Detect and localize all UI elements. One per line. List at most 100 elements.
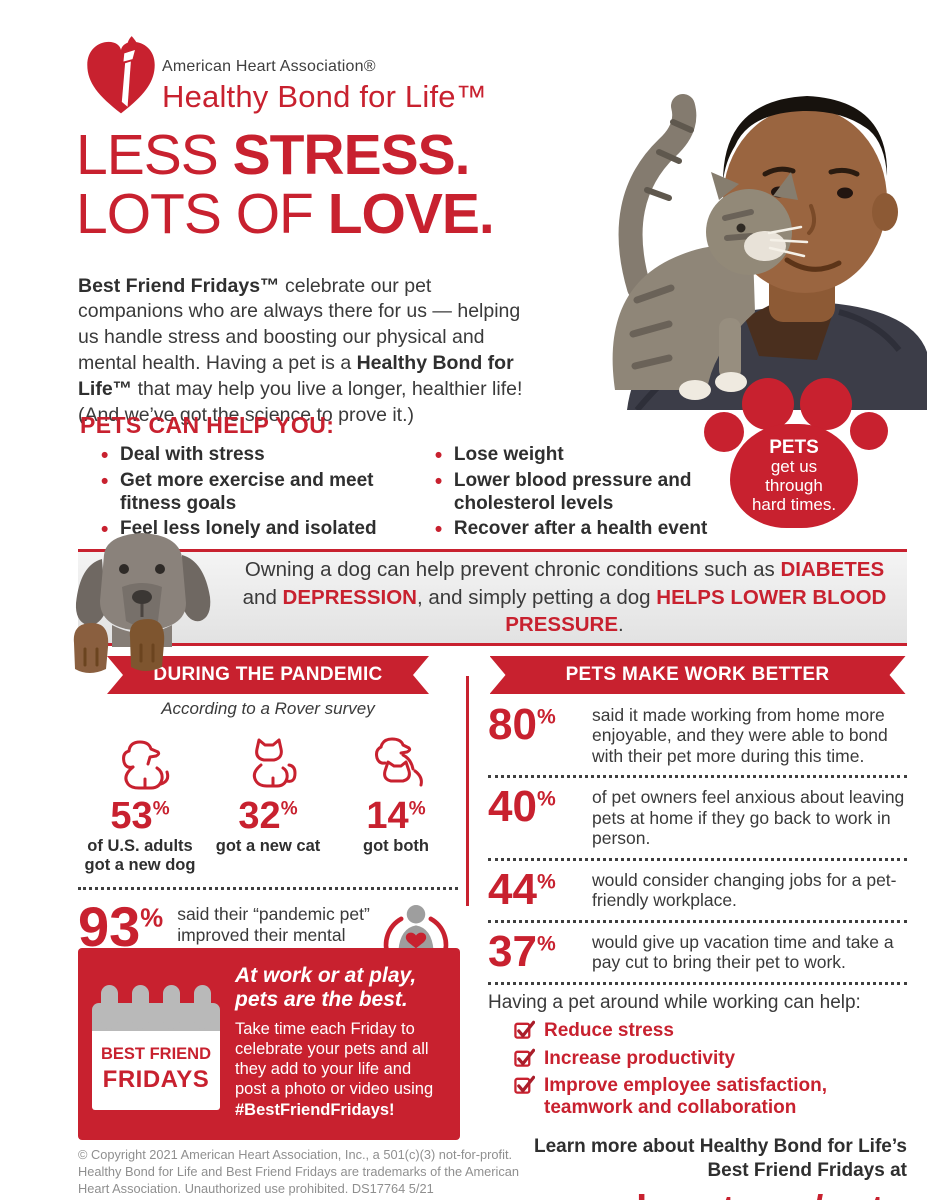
work-stat-row: 40% of pet owners feel anxious about lea… <box>488 778 907 861</box>
stat-label: got a new cat <box>215 837 321 855</box>
calendar-text-line: FRIDAYS <box>102 1065 210 1093</box>
checkbox-checked-icon <box>514 1076 535 1095</box>
help-list-right: Lose weight Lower blood pressure and cho… <box>430 443 708 544</box>
checklist-item: Increase productivity <box>514 1048 907 1070</box>
calendar-ring <box>194 984 211 1029</box>
help-item: Feel less lonely and isolated <box>96 517 406 542</box>
headline-l1-bold: STRESS. <box>232 123 471 187</box>
stat-new-dog: 53% of U.S. adults got a new dog <box>78 729 202 875</box>
stat-value: 40 <box>488 782 537 832</box>
stat-text: would consider changing jobs for a pet-f… <box>592 869 897 911</box>
calendar-ring <box>101 984 118 1029</box>
stat-text: would give up vacation time and take a p… <box>592 931 894 973</box>
banner-text: , and simply petting a dog <box>416 585 657 609</box>
help-item: Lower blood pressure and cholesterol lev… <box>430 469 708 516</box>
paw-toe-icon <box>704 412 744 452</box>
stat-got-both: 14% got both <box>334 729 458 875</box>
promo-title-line: pets are the best. <box>235 987 408 1011</box>
stat-value: 53 <box>110 795 153 837</box>
intro-text-4: that may help you live a longer, healthi… <box>78 378 523 427</box>
heart-org-pets-link[interactable]: heart.org/pets <box>636 1188 907 1200</box>
stat-label: of U.S. adults got a new dog <box>84 837 196 874</box>
stat-value: 32 <box>238 795 281 837</box>
banner-text: . <box>618 613 624 637</box>
help-columns: Deal with stress Get more exercise and m… <box>96 443 708 544</box>
paw-badge-line: through <box>765 476 823 496</box>
help-section-title: PETS CAN HELP YOU: <box>80 412 335 438</box>
promo-title-line: At work or at play, <box>235 964 417 987</box>
promo-body-text: Take time each Friday to celebrate your … <box>235 1020 434 1099</box>
work-stat-row: 80% said it made working from home more … <box>488 696 907 779</box>
stat-percent: % <box>140 904 164 933</box>
headline: LESS STRESS. LOTS OF LOVE. <box>76 123 495 246</box>
pandemic-section: DURING THE PANDEMIC According to a Rover… <box>78 656 458 988</box>
cat-outline-icon <box>206 729 330 793</box>
stat-percent: % <box>536 932 556 956</box>
banner-highlight: DIABETES <box>780 557 885 581</box>
stat-label: got both <box>363 837 429 855</box>
calendar-rings <box>92 984 220 1029</box>
dog-health-banner: Owning a dog can help prevent chronic co… <box>78 549 907 646</box>
stat-new-cat: 32% got a new cat <box>206 729 330 875</box>
copyright-footer: © Copyright 2021 American Heart Associat… <box>78 1147 519 1196</box>
stat-percent: % <box>536 787 556 811</box>
help-item: Get more exercise and meet fitness goals <box>96 469 406 516</box>
headline-l1-light: LESS <box>76 123 233 187</box>
banner-text: Owning a dog can help prevent chronic co… <box>244 557 781 581</box>
learn-more-line: Learn more about Healthy Bond for Life’s <box>533 1136 907 1158</box>
headline-l2-bold: LOVE. <box>327 181 495 246</box>
stat-value: 93 <box>78 894 141 958</box>
work-checklist: Having a pet around while working can he… <box>488 992 907 1119</box>
checklist-item: Reduce stress <box>514 1020 907 1042</box>
stat-percent: % <box>280 798 298 820</box>
brand-block: American Heart Association® Healthy Bond… <box>162 58 487 115</box>
aha-heart-torch-icon <box>84 36 158 125</box>
stat-text: said it made working from home more enjo… <box>592 705 888 766</box>
checklist-item: Improve employee satisfaction, teamwork … <box>514 1075 907 1119</box>
hero-photo-man-with-cat <box>487 50 927 410</box>
stat-value: 80 <box>488 700 537 749</box>
work-ribbon: PETS MAKE WORK BETTER <box>490 656 906 694</box>
paw-toe-icon <box>742 378 794 430</box>
pandemic-stats-row: 53% of U.S. adults got a new dog 32% got… <box>78 729 458 875</box>
stat-value: 37 <box>488 926 537 976</box>
survey-source: According to a Rover survey <box>161 699 375 718</box>
checkbox-checked-icon <box>514 1048 535 1067</box>
checklist-heading: Having a pet around while working can he… <box>488 991 861 1013</box>
calendar-ring <box>132 984 149 1029</box>
stat-value: 14 <box>366 795 409 837</box>
work-stat-row: 37% would give up vacation time and take… <box>488 923 907 985</box>
paw-badge-line: hard times. <box>751 494 837 514</box>
paw-toe-icon <box>850 412 888 450</box>
stat-text: of pet owners feel anxious about leaving… <box>592 787 905 849</box>
banner-highlight: HELPS LOWER BLOOD PRESSURE <box>505 585 887 637</box>
calendar-text-line: BEST FRIEND <box>100 1044 211 1063</box>
learn-more-block: Learn more about Healthy Bond for Life’s… <box>488 1135 907 1200</box>
paw-print-badge: PETS get us through hard times. <box>700 378 890 550</box>
banner-text: and <box>242 585 283 609</box>
learn-more-line: Best Friend Fridays at <box>707 1159 907 1181</box>
help-item: Recover after a health event <box>430 517 708 542</box>
paw-pad: PETS get us through hard times. <box>730 424 858 528</box>
help-item: Lose weight <box>430 443 708 468</box>
stat-percent: % <box>536 705 556 729</box>
program-name: Healthy Bond for Life™ <box>162 79 487 114</box>
checklist-label: Reduce stress <box>544 1019 674 1041</box>
headline-l2-light: LOTS OF <box>76 181 328 246</box>
banner-highlight: DEPRESSION <box>282 585 417 609</box>
dotted-divider <box>78 886 458 890</box>
promo-hashtag: #BestFriendFridays! <box>235 1100 395 1119</box>
calendar-page: BEST FRIEND FRIDAYS <box>92 1030 220 1110</box>
intro-bold-1: Best Friend Fridays™ <box>78 274 280 297</box>
intro-bold-3: Healthy Bond for Life™ <box>78 352 514 401</box>
best-friend-fridays-promo: BEST FRIEND FRIDAYS At work or at play, … <box>78 948 460 1140</box>
stat-percent: % <box>536 870 556 894</box>
paw-badge-line: get us <box>770 457 818 477</box>
dog-outline-icon <box>78 729 202 793</box>
paw-badge-line: PETS <box>769 436 819 458</box>
checkbox-checked-icon <box>514 1020 535 1039</box>
work-stat-row: 44% would consider changing jobs for a p… <box>488 861 907 923</box>
checklist-label: Improve employee satisfaction, teamwork … <box>544 1075 827 1119</box>
puppy-photo <box>62 523 254 675</box>
